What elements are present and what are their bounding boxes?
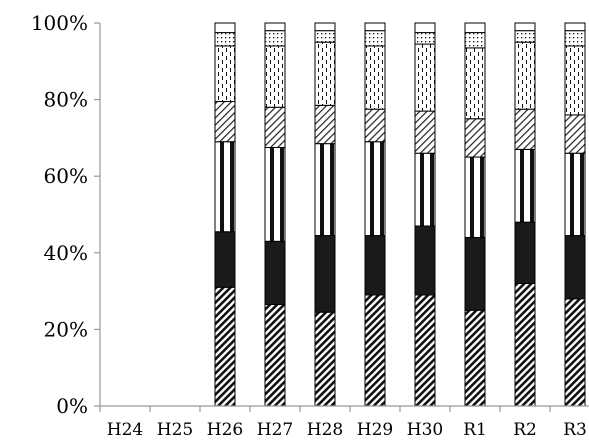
bar-segment-H26-light-diagonal-hatch <box>214 101 236 143</box>
bar-segment-R1-light-diagonal-hatch <box>464 118 486 158</box>
x-tick-label: R2 <box>513 420 537 440</box>
bar-segment-H27-dotted <box>264 30 286 47</box>
x-tick-label: H29 <box>357 420 393 440</box>
bar-segment-H28-dense-diagonal-hatch <box>314 311 336 407</box>
bar-segment-H29-blank <box>364 22 386 32</box>
plot-bars <box>214 22 586 407</box>
bar-segment-H26-solid-black <box>214 231 236 288</box>
bar-segment-H26-vertical-stripes <box>214 141 236 233</box>
bar-segment-H27-solid-black <box>264 240 286 306</box>
bar-segment-R2-solid-black <box>514 221 536 284</box>
bar-segment-H28-light-diagonal-hatch <box>314 104 336 145</box>
bar-segment-H28-dotted <box>314 30 336 43</box>
y-tick-label: 0% <box>56 394 88 418</box>
bar-segment-H27-light-diagonal-hatch <box>264 106 286 148</box>
bar-segment-R2-light-diagonal-hatch <box>514 108 536 150</box>
bar-segment-R3-dashed-vertical <box>564 45 586 116</box>
bar-segment-H29-solid-black <box>364 235 386 296</box>
bar-segment-R1-dashed-vertical <box>464 47 486 120</box>
bar-segment-R1-blank <box>464 22 486 34</box>
x-tick-label: H28 <box>307 420 343 440</box>
bar-segment-H26-dense-diagonal-hatch <box>214 286 236 407</box>
x-tick-label: R3 <box>563 420 587 440</box>
bar-segment-H30-light-diagonal-hatch <box>414 110 436 154</box>
bar-segment-H30-vertical-stripes <box>414 152 436 227</box>
x-tick-label: H30 <box>407 420 443 440</box>
bar-segment-H27-dashed-vertical <box>264 45 286 108</box>
bar-segment-R2-dotted <box>514 30 536 43</box>
bar-segment-H29-dotted <box>364 30 386 47</box>
bar-segment-H26-dashed-vertical <box>214 45 236 103</box>
bar-segment-R2-dashed-vertical <box>514 41 536 110</box>
bar-segment-H30-dense-diagonal-hatch <box>414 294 436 407</box>
x-tick-label: H27 <box>257 420 293 440</box>
bar-segment-H28-solid-black <box>314 235 336 313</box>
bar-segment-R2-blank <box>514 22 536 32</box>
x-tick-label: H24 <box>107 420 143 440</box>
bar-segment-R1-vertical-stripes <box>464 156 486 238</box>
y-tick-label: 20% <box>44 317 88 341</box>
bar-segment-R2-vertical-stripes <box>514 148 536 223</box>
bar-segment-H30-dotted <box>414 32 436 45</box>
x-tick-label: H25 <box>157 420 193 440</box>
bar-segment-H28-dashed-vertical <box>314 41 336 106</box>
bar-segment-H26-dotted <box>214 32 236 47</box>
bar-segment-R3-dense-diagonal-hatch <box>564 298 586 407</box>
y-tick-label: 80% <box>44 88 88 112</box>
bar-segment-H28-blank <box>314 22 336 32</box>
bar-segment-H30-blank <box>414 22 436 34</box>
bar-segment-H29-dense-diagonal-hatch <box>364 294 386 407</box>
bar-segment-R1-solid-black <box>464 236 486 311</box>
bar-segment-H26-blank <box>214 22 236 34</box>
bar-segment-H30-solid-black <box>414 225 436 296</box>
bar-segment-R3-blank <box>564 22 586 32</box>
bar-segment-R1-dense-diagonal-hatch <box>464 309 486 407</box>
x-tick-label: H26 <box>207 420 243 440</box>
bar-segment-H29-light-diagonal-hatch <box>364 108 386 143</box>
bar-segment-H27-dense-diagonal-hatch <box>264 304 286 407</box>
bar-segment-R3-light-diagonal-hatch <box>564 114 586 154</box>
bar-segment-H27-vertical-stripes <box>264 146 286 242</box>
bar-segment-R1-dotted <box>464 32 486 49</box>
bar-segment-R3-vertical-stripes <box>564 152 586 237</box>
y-tick-label: 40% <box>44 241 88 265</box>
bar-segment-R3-dotted <box>564 30 586 47</box>
bar-segment-H27-blank <box>264 22 286 32</box>
bar-segment-H28-vertical-stripes <box>314 143 336 237</box>
y-axis: 0% 20% 40% 60% 80% 100% <box>31 11 101 418</box>
bar-segment-H29-vertical-stripes <box>364 141 386 237</box>
x-axis: H24 H25 H26 H27 H28 H29 H30 R1 R2 R3 <box>99 405 589 440</box>
bar-segment-H30-dashed-vertical <box>414 43 436 112</box>
y-tick-label: 100% <box>31 11 88 35</box>
bar-segment-H29-dashed-vertical <box>364 45 386 110</box>
x-tick-label: R1 <box>463 420 487 440</box>
y-tick-label: 60% <box>44 164 88 188</box>
bar-segment-R2-dense-diagonal-hatch <box>514 282 536 407</box>
bar-segment-R3-solid-black <box>564 235 586 300</box>
